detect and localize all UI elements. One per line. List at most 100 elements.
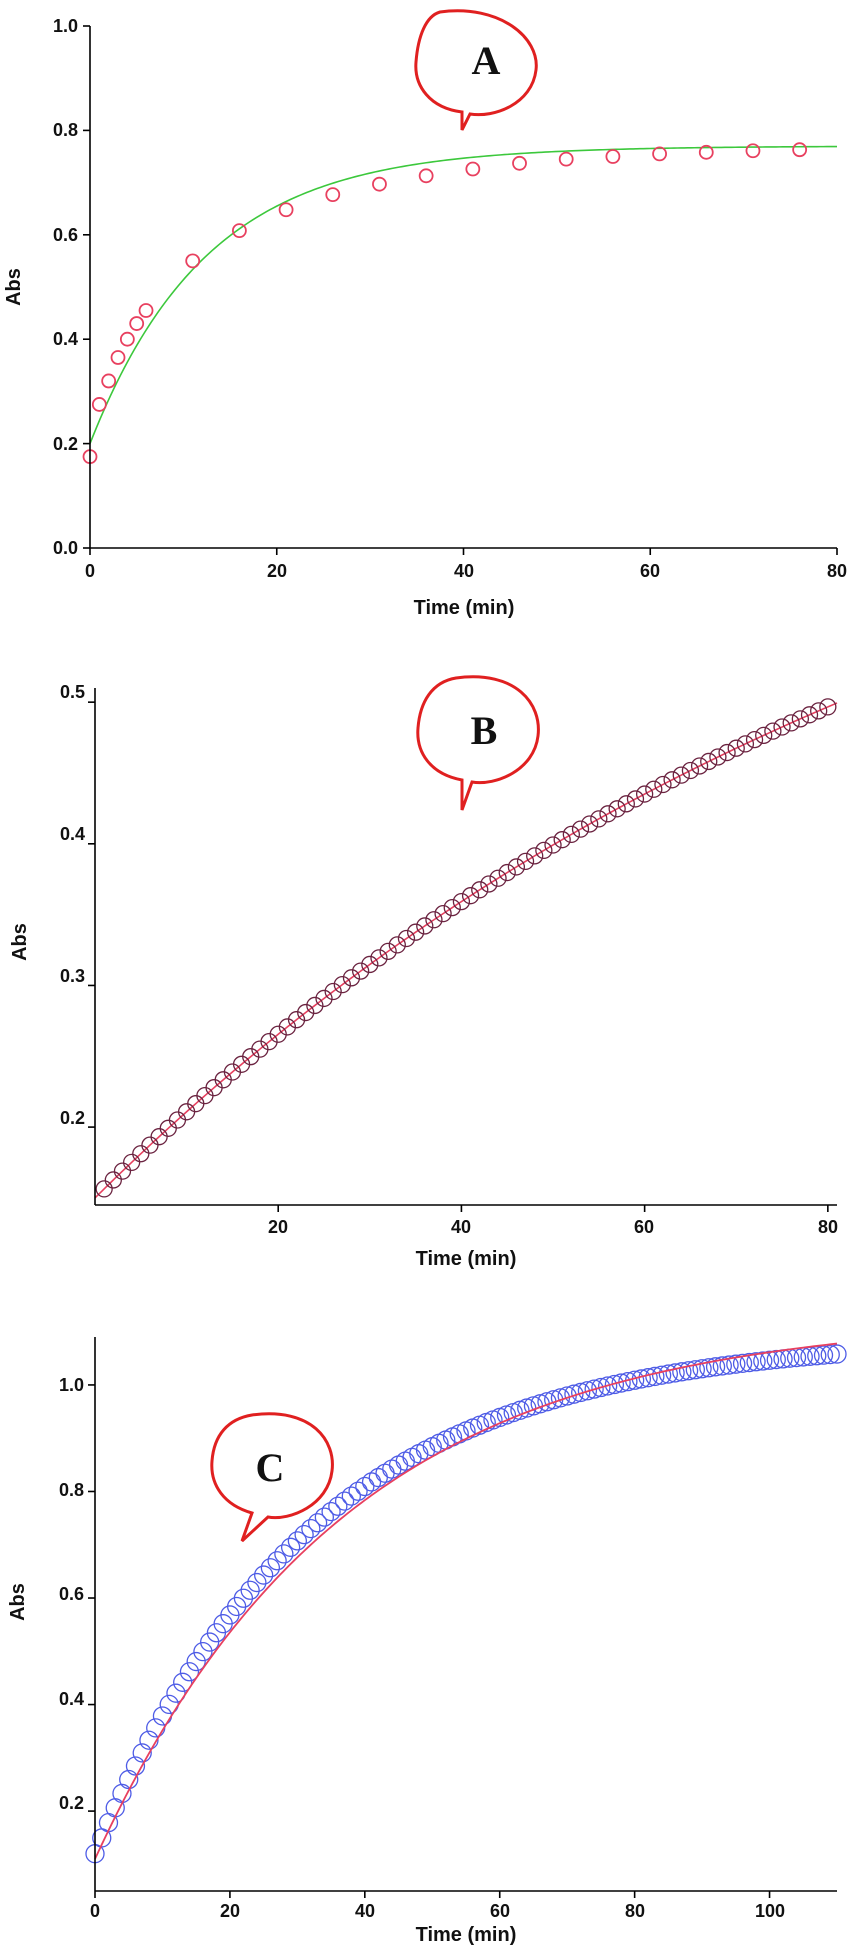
tick-marks-b [88, 701, 829, 1212]
data-point [297, 1003, 315, 1022]
data-point [110, 350, 126, 365]
data-point [280, 1537, 301, 1557]
data-point [348, 1481, 368, 1501]
chart-panel-c: C 0 20 40 60 80 100 0.2 0.4 0.6 0.8 1.0 … [7, 1337, 847, 1946]
data-point [764, 722, 782, 740]
y-axis-title-c: Abs [7, 1583, 29, 1621]
data-point [341, 1486, 361, 1506]
data-point [654, 775, 672, 794]
data-point [233, 1588, 254, 1608]
data-point [652, 146, 667, 162]
data-point [193, 1642, 213, 1662]
data-point [321, 1501, 341, 1522]
data-point [705, 1357, 726, 1377]
data-point [489, 869, 507, 887]
data-point [406, 923, 425, 941]
data-point [608, 800, 626, 818]
data-point [324, 982, 342, 1001]
data-point [746, 1352, 766, 1372]
x-axis-title-a: Time (min) [414, 597, 515, 619]
callout-bubble-c [210, 1412, 334, 1543]
data-point [301, 1518, 321, 1539]
x-tick-label: 0 [85, 561, 95, 581]
data-point [626, 790, 645, 808]
y-tick-label: 0.4 [60, 824, 85, 844]
x-ticks-a: 0 20 40 60 80 [85, 561, 847, 581]
data-point [813, 1345, 834, 1365]
y-ticks-c: 0.2 0.4 0.6 0.8 1.0 [59, 1375, 84, 1813]
data-point [328, 1496, 348, 1516]
y-ticks-a: 0.0 0.2 0.4 0.6 0.8 1.0 [53, 16, 78, 558]
data-point [700, 752, 718, 771]
data-point [827, 1344, 847, 1364]
x-ticks-b: 20 40 60 80 [268, 1217, 838, 1237]
data-point [745, 143, 761, 159]
data-point [397, 929, 416, 948]
data-point [278, 202, 294, 218]
y-tick-label: 0.3 [60, 966, 85, 986]
data-point [681, 761, 700, 780]
callout-c: C [210, 1412, 334, 1543]
data-point [571, 820, 590, 838]
data-point [819, 698, 837, 716]
data-point [773, 718, 791, 736]
x-tick-label: 60 [640, 561, 660, 581]
data-point [278, 1018, 297, 1036]
tick-marks-c [88, 1384, 771, 1898]
callout-letter-a: A [472, 38, 501, 83]
data-point [699, 1358, 719, 1378]
data-point [186, 1651, 206, 1672]
data-point [507, 858, 526, 876]
data-point [651, 1365, 672, 1385]
data-point [418, 168, 434, 184]
data-point [605, 149, 621, 164]
data-point [101, 373, 117, 389]
data-point [452, 892, 471, 911]
data-point [663, 771, 681, 789]
data-point [480, 875, 498, 893]
callout-letter-c: C [256, 1445, 285, 1490]
data-point [498, 863, 516, 882]
data-point [351, 962, 370, 980]
plot-area-c [85, 1342, 847, 1864]
x-tick-label: 60 [634, 1217, 654, 1237]
data-point [698, 144, 714, 160]
data-point [260, 1558, 281, 1578]
data-point [138, 303, 154, 318]
data-point [753, 1351, 773, 1371]
y-tick-label: 1.0 [53, 16, 78, 36]
fit-line-a [89, 145, 838, 444]
x-tick-label: 60 [490, 1901, 510, 1921]
data-point [112, 1783, 132, 1804]
data-point [315, 989, 333, 1008]
data-point [678, 1361, 699, 1381]
data-point [267, 1551, 287, 1571]
data-point [253, 1565, 274, 1585]
data-point [287, 1011, 306, 1029]
data-point [577, 1381, 598, 1401]
data-point [535, 841, 553, 860]
y-tick-label: 0.6 [59, 1584, 84, 1604]
y-tick-label: 0.6 [53, 225, 78, 245]
data-point [791, 710, 810, 728]
data-point [372, 176, 387, 192]
data-point [645, 780, 663, 798]
data-point [240, 1580, 260, 1600]
data-points-a [82, 142, 808, 465]
y-tick-label: 0.2 [59, 1793, 84, 1813]
data-point [685, 1360, 705, 1380]
data-point [562, 825, 580, 844]
data-point [672, 766, 690, 784]
y-ticks-b: 0.2 0.3 0.4 0.5 [60, 682, 85, 1128]
data-point [361, 955, 379, 974]
data-point [368, 1467, 388, 1488]
fit-line-b [94, 702, 838, 1199]
chart-panel-b: B 20 40 60 80 0.2 0.3 0.4 0.5 Time (min)… [9, 675, 838, 1270]
x-tick-label: 40 [451, 1217, 471, 1237]
data-point [179, 1662, 200, 1682]
data-point [379, 942, 397, 960]
callout-b: B [416, 675, 540, 811]
x-tick-label: 40 [454, 561, 474, 581]
data-point [287, 1531, 308, 1551]
y-tick-label: 0.2 [53, 434, 78, 454]
